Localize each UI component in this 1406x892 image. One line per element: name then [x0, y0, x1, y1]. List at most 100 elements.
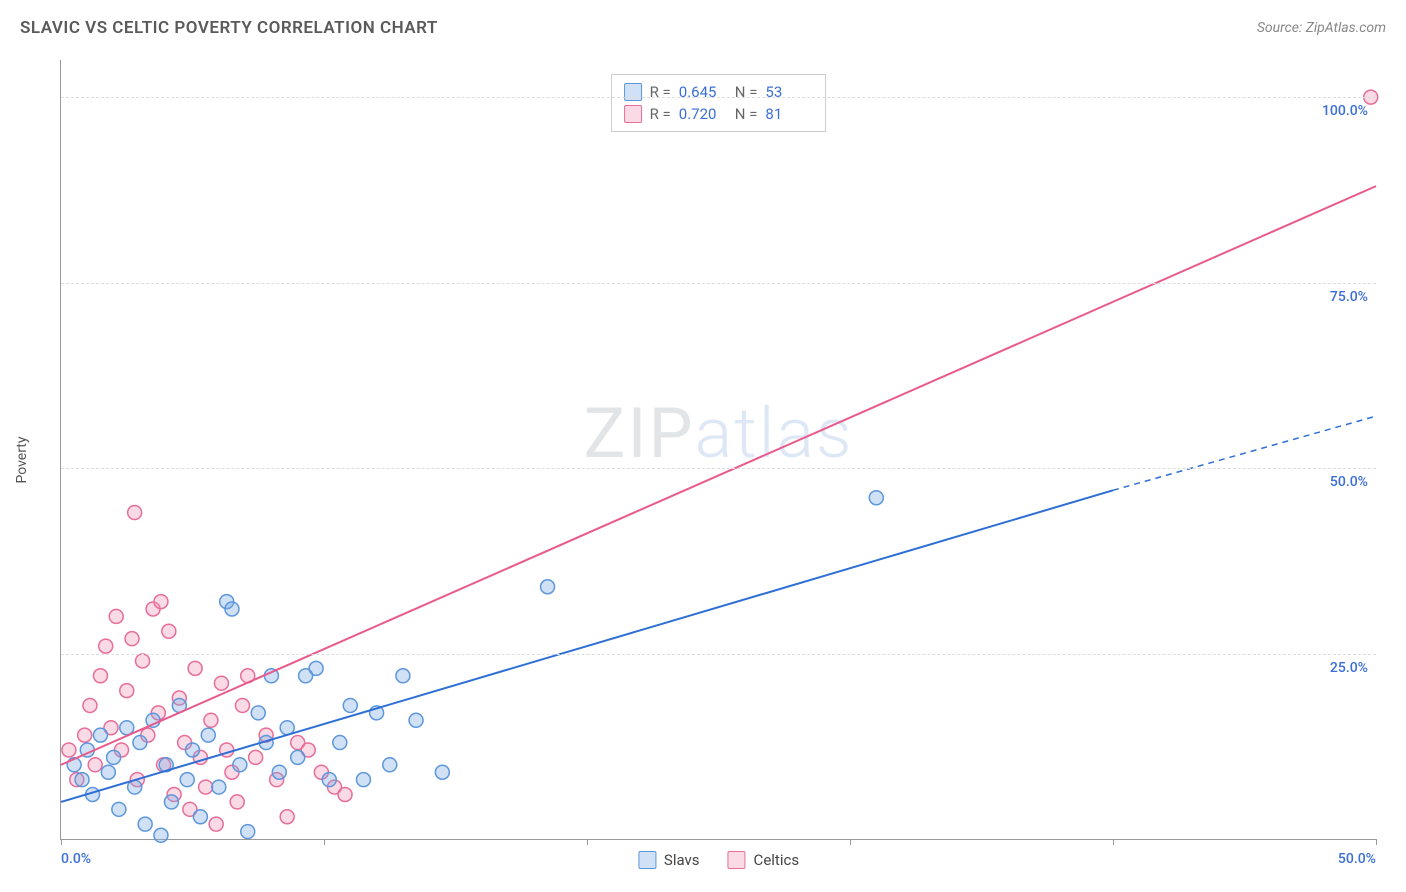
slavs-point[interactable]: [186, 743, 200, 757]
y-axis-label: Poverty: [14, 436, 30, 483]
slavs-point[interactable]: [383, 758, 397, 772]
celtics-point[interactable]: [83, 698, 97, 712]
celtics-point[interactable]: [93, 669, 107, 683]
celtics-trend-line: [61, 186, 1376, 765]
gridline: [61, 654, 1376, 655]
slavs-point[interactable]: [309, 661, 323, 675]
x-tick-label: 50.0%: [1338, 851, 1376, 867]
legend-label-slavs: Slavs: [664, 851, 700, 869]
slavs-trend-line: [61, 490, 1113, 802]
x-tick: [61, 839, 62, 845]
celtics-point[interactable]: [154, 595, 168, 609]
swatch-slavs: [638, 851, 656, 869]
slavs-point[interactable]: [291, 750, 305, 764]
slavs-point[interactable]: [241, 825, 255, 839]
slavs-point[interactable]: [75, 773, 89, 787]
celtics-point[interactable]: [62, 743, 76, 757]
slavs-point[interactable]: [112, 802, 126, 816]
slavs-point[interactable]: [435, 765, 449, 779]
plot-area: ZIPatlas R = 0.645 N = 53 R = 0.720 N = …: [60, 60, 1376, 840]
swatch-celtics: [624, 105, 642, 123]
celtics-point[interactable]: [120, 684, 134, 698]
celtics-point[interactable]: [338, 787, 352, 801]
chart-container: Poverty ZIPatlas R = 0.645 N = 53 R = 0.…: [20, 50, 1386, 870]
y-tick-label: 75.0%: [1330, 289, 1368, 305]
slavs-point[interactable]: [233, 758, 247, 772]
swatch-slavs: [624, 83, 642, 101]
slavs-point[interactable]: [193, 810, 207, 824]
scatter-svg: [61, 60, 1376, 839]
slavs-point[interactable]: [120, 721, 134, 735]
celtics-point[interactable]: [136, 654, 150, 668]
n-value-celtics: 81: [765, 105, 813, 123]
celtics-point[interactable]: [209, 817, 223, 831]
celtics-point[interactable]: [249, 750, 263, 764]
slavs-point[interactable]: [154, 828, 168, 842]
slavs-point[interactable]: [93, 728, 107, 742]
gridline: [61, 468, 1376, 469]
celtics-point[interactable]: [88, 758, 102, 772]
slavs-point[interactable]: [333, 736, 347, 750]
slavs-point[interactable]: [225, 602, 239, 616]
celtics-point[interactable]: [280, 810, 294, 824]
celtics-point[interactable]: [235, 698, 249, 712]
x-tick: [1113, 839, 1114, 845]
celtics-point[interactable]: [125, 632, 139, 646]
slavs-point[interactable]: [272, 765, 286, 779]
celtics-point[interactable]: [188, 661, 202, 675]
celtics-point[interactable]: [230, 795, 244, 809]
celtics-point[interactable]: [128, 506, 142, 520]
n-label: N =: [735, 83, 758, 101]
slavs-point[interactable]: [138, 817, 152, 831]
slavs-point[interactable]: [251, 706, 265, 720]
r-label: R =: [650, 105, 671, 123]
slavs-point[interactable]: [133, 736, 147, 750]
slavs-point[interactable]: [101, 765, 115, 779]
x-tick: [1376, 839, 1377, 845]
y-tick-label: 100.0%: [1322, 103, 1368, 119]
celtics-point[interactable]: [214, 676, 228, 690]
x-tick: [587, 839, 588, 845]
celtics-point[interactable]: [99, 639, 113, 653]
r-label: R =: [650, 83, 671, 101]
legend-stats-row-slavs: R = 0.645 N = 53: [624, 81, 814, 103]
source-label: Source: ZipAtlas.com: [1257, 20, 1386, 36]
celtics-point[interactable]: [162, 624, 176, 638]
slavs-point[interactable]: [541, 580, 555, 594]
slavs-point[interactable]: [396, 669, 410, 683]
n-label: N =: [735, 105, 758, 123]
legend-stats-row-celtics: R = 0.720 N = 81: [624, 103, 814, 125]
legend-label-celtics: Celtics: [754, 851, 800, 869]
legend-item-slavs[interactable]: Slavs: [638, 851, 700, 869]
x-tick: [324, 839, 325, 845]
y-tick-label: 50.0%: [1330, 474, 1368, 490]
x-tick: [850, 839, 851, 845]
swatch-celtics: [728, 851, 746, 869]
x-tick-label: 0.0%: [61, 851, 91, 867]
r-value-celtics: 0.720: [679, 105, 727, 123]
gridline: [61, 97, 1376, 98]
celtics-point[interactable]: [109, 609, 123, 623]
bottom-legend: Slavs Celtics: [638, 851, 799, 869]
legend-stats-box: R = 0.645 N = 53 R = 0.720 N = 81: [611, 74, 827, 132]
slavs-point[interactable]: [356, 773, 370, 787]
r-value-slavs: 0.645: [679, 83, 727, 101]
slavs-point[interactable]: [212, 780, 226, 794]
gridline: [61, 283, 1376, 284]
celtics-point[interactable]: [199, 780, 213, 794]
legend-item-celtics[interactable]: Celtics: [728, 851, 800, 869]
slavs-point[interactable]: [201, 728, 215, 742]
slavs-point[interactable]: [322, 773, 336, 787]
y-tick-label: 25.0%: [1330, 660, 1368, 676]
celtics-point[interactable]: [78, 728, 92, 742]
n-value-slavs: 53: [765, 83, 813, 101]
chart-title: SLAVIC VS CELTIC POVERTY CORRELATION CHA…: [20, 18, 438, 38]
celtics-point[interactable]: [204, 713, 218, 727]
slavs-point[interactable]: [180, 773, 194, 787]
header: SLAVIC VS CELTIC POVERTY CORRELATION CHA…: [0, 0, 1406, 38]
slavs-point[interactable]: [107, 750, 121, 764]
slavs-point[interactable]: [164, 795, 178, 809]
slavs-point[interactable]: [343, 698, 357, 712]
slavs-point[interactable]: [869, 491, 883, 505]
slavs-point[interactable]: [409, 713, 423, 727]
